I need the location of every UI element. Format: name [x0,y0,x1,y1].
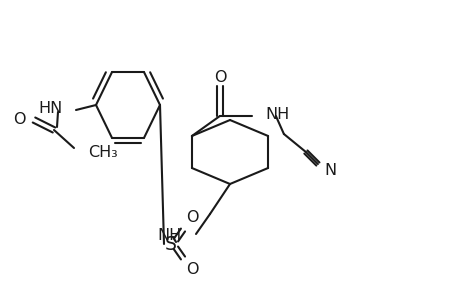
Text: CH₃: CH₃ [88,145,118,160]
Text: O: O [185,211,198,226]
Text: HN: HN [39,100,63,116]
Text: NH: NH [264,106,289,122]
Text: O: O [213,70,226,85]
Text: NH: NH [157,229,182,244]
Text: S: S [165,235,177,254]
Text: O: O [13,112,26,127]
Text: N: N [323,163,335,178]
Text: O: O [185,262,198,278]
